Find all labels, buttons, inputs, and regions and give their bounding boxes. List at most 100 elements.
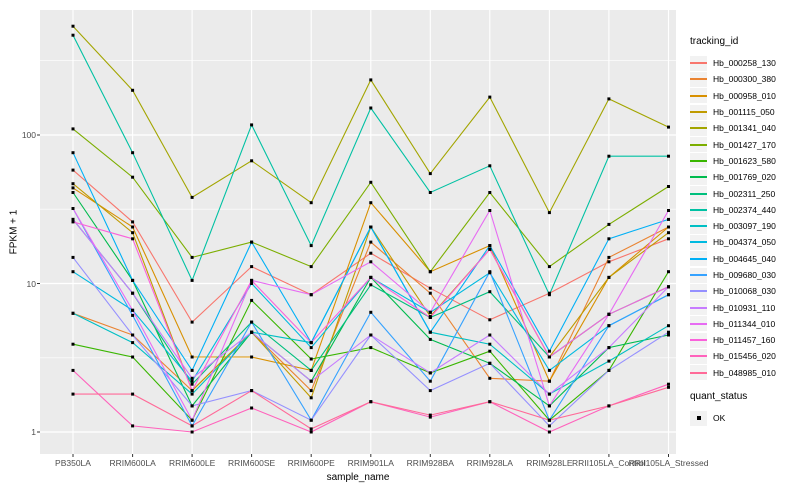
data-point (131, 355, 135, 359)
legend-item-label: Hb_010068_030 (713, 286, 776, 297)
data-point (190, 255, 194, 259)
data-point (190, 418, 194, 422)
data-point (250, 278, 254, 282)
data-point (190, 355, 194, 359)
data-point (488, 95, 492, 99)
data-point (369, 201, 373, 205)
data-point (488, 164, 492, 168)
data-point (488, 349, 492, 353)
legend-key-line-icon (690, 234, 707, 250)
y-tick-label: 1 (31, 427, 36, 437)
legend-item-label: Hb_011344_010 (713, 318, 776, 329)
data-point (250, 355, 254, 359)
legend-key-line-icon (690, 186, 707, 202)
data-point (607, 260, 611, 264)
data-point (71, 168, 75, 172)
data-point (309, 244, 313, 248)
data-point (667, 333, 670, 337)
series-color-line (690, 111, 707, 114)
data-point (667, 185, 670, 188)
data-point (488, 333, 492, 337)
series-color-line (690, 94, 707, 97)
legend-item-label: Hb_001115_050 (713, 107, 775, 118)
legend-key-line-icon (690, 365, 707, 381)
data-point (71, 207, 75, 210)
x-tick-label: RRIM928LE (526, 458, 573, 468)
data-point (607, 222, 611, 226)
data-point (428, 172, 432, 176)
data-point (667, 231, 670, 235)
legend-key-line-icon (690, 283, 707, 299)
legend-item-Hb_000958_010: Hb_000958_010 (690, 88, 800, 104)
legend-item-label: OK (713, 413, 726, 424)
data-point (428, 291, 432, 295)
data-point (607, 324, 611, 328)
x-tick-label: RRIM600LA (109, 458, 156, 468)
data-point (369, 78, 373, 82)
legend-item-Hb_001341_040: Hb_001341_040 (690, 120, 800, 136)
legend-item-Hb_000258_130: Hb_000258_130 (690, 55, 800, 71)
legend-key-line-icon (690, 316, 707, 332)
data-point (667, 285, 670, 289)
data-point (428, 389, 432, 393)
x-tick-label: RRIM928LA (466, 458, 513, 468)
black-square-icon (696, 416, 701, 421)
data-point (131, 291, 135, 295)
data-point (428, 191, 432, 194)
legend-item-label: Hb_004374_050 (713, 237, 776, 248)
data-point (369, 310, 373, 314)
data-point (309, 379, 313, 383)
data-point (71, 220, 75, 224)
y-tick-label: 100 (21, 130, 36, 140)
data-point (250, 298, 254, 302)
data-point (131, 175, 135, 179)
x-tick-label: RRIM600PE (287, 458, 335, 468)
data-point (428, 270, 432, 274)
data-point (309, 265, 313, 269)
data-point (131, 278, 135, 282)
data-point (250, 389, 254, 393)
data-point (428, 316, 432, 319)
data-point (547, 211, 551, 215)
data-point (131, 341, 135, 345)
data-point (369, 240, 373, 244)
legend-item-label: Hb_011457_160 (713, 335, 776, 346)
data-point (547, 379, 551, 383)
legend-item-label: Hb_004645_040 (713, 253, 776, 264)
legend-item-label: Hb_002374_440 (713, 204, 776, 215)
data-point (488, 400, 492, 404)
data-point (667, 125, 670, 129)
legend-item-Hb_002311_250: Hb_002311_250 (690, 185, 800, 202)
data-point (71, 255, 75, 259)
data-point (369, 283, 373, 287)
data-point (190, 430, 194, 434)
legend-item-Hb_004374_050: Hb_004374_050 (690, 234, 800, 250)
data-point (250, 123, 254, 127)
data-point (547, 355, 551, 359)
data-point (428, 310, 432, 314)
data-point (250, 406, 254, 410)
data-point (309, 357, 313, 361)
data-point (667, 209, 670, 212)
legend-key-line-icon (690, 267, 707, 283)
legend: tracking_id Hb_000258_130 Hb_000300_380 Hb… (690, 36, 800, 426)
data-point (547, 392, 551, 396)
legend-item-label: Hb_001769_020 (713, 172, 776, 183)
x-tick-label: RRII105LA_Control (572, 458, 646, 468)
legend-key-line-icon (690, 153, 707, 169)
data-point (488, 376, 492, 380)
legend-item-Hb_010068_030: Hb_010068_030 (690, 283, 800, 299)
data-point (131, 220, 135, 224)
data-point (250, 330, 254, 334)
legend-item-label: Hb_010931_110 (713, 302, 776, 313)
data-point (369, 333, 373, 337)
data-point (309, 346, 313, 350)
series-color-line (690, 290, 707, 293)
data-point (667, 217, 670, 221)
data-point (607, 346, 611, 350)
data-point (428, 415, 432, 419)
series-color-line (690, 176, 707, 179)
data-point (547, 293, 551, 297)
data-point (131, 231, 135, 235)
legend-quant-status: quant_status OK (690, 391, 800, 426)
